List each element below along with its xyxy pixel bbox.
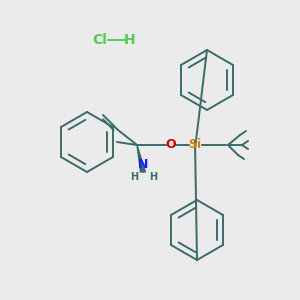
Text: H: H [130, 172, 138, 182]
Text: H: H [149, 172, 157, 182]
Text: N: N [138, 158, 148, 171]
Text: Si: Si [188, 139, 202, 152]
Text: H: H [124, 33, 136, 47]
Text: O: O [166, 139, 176, 152]
Polygon shape [137, 145, 146, 172]
Text: Cl: Cl [93, 33, 107, 47]
